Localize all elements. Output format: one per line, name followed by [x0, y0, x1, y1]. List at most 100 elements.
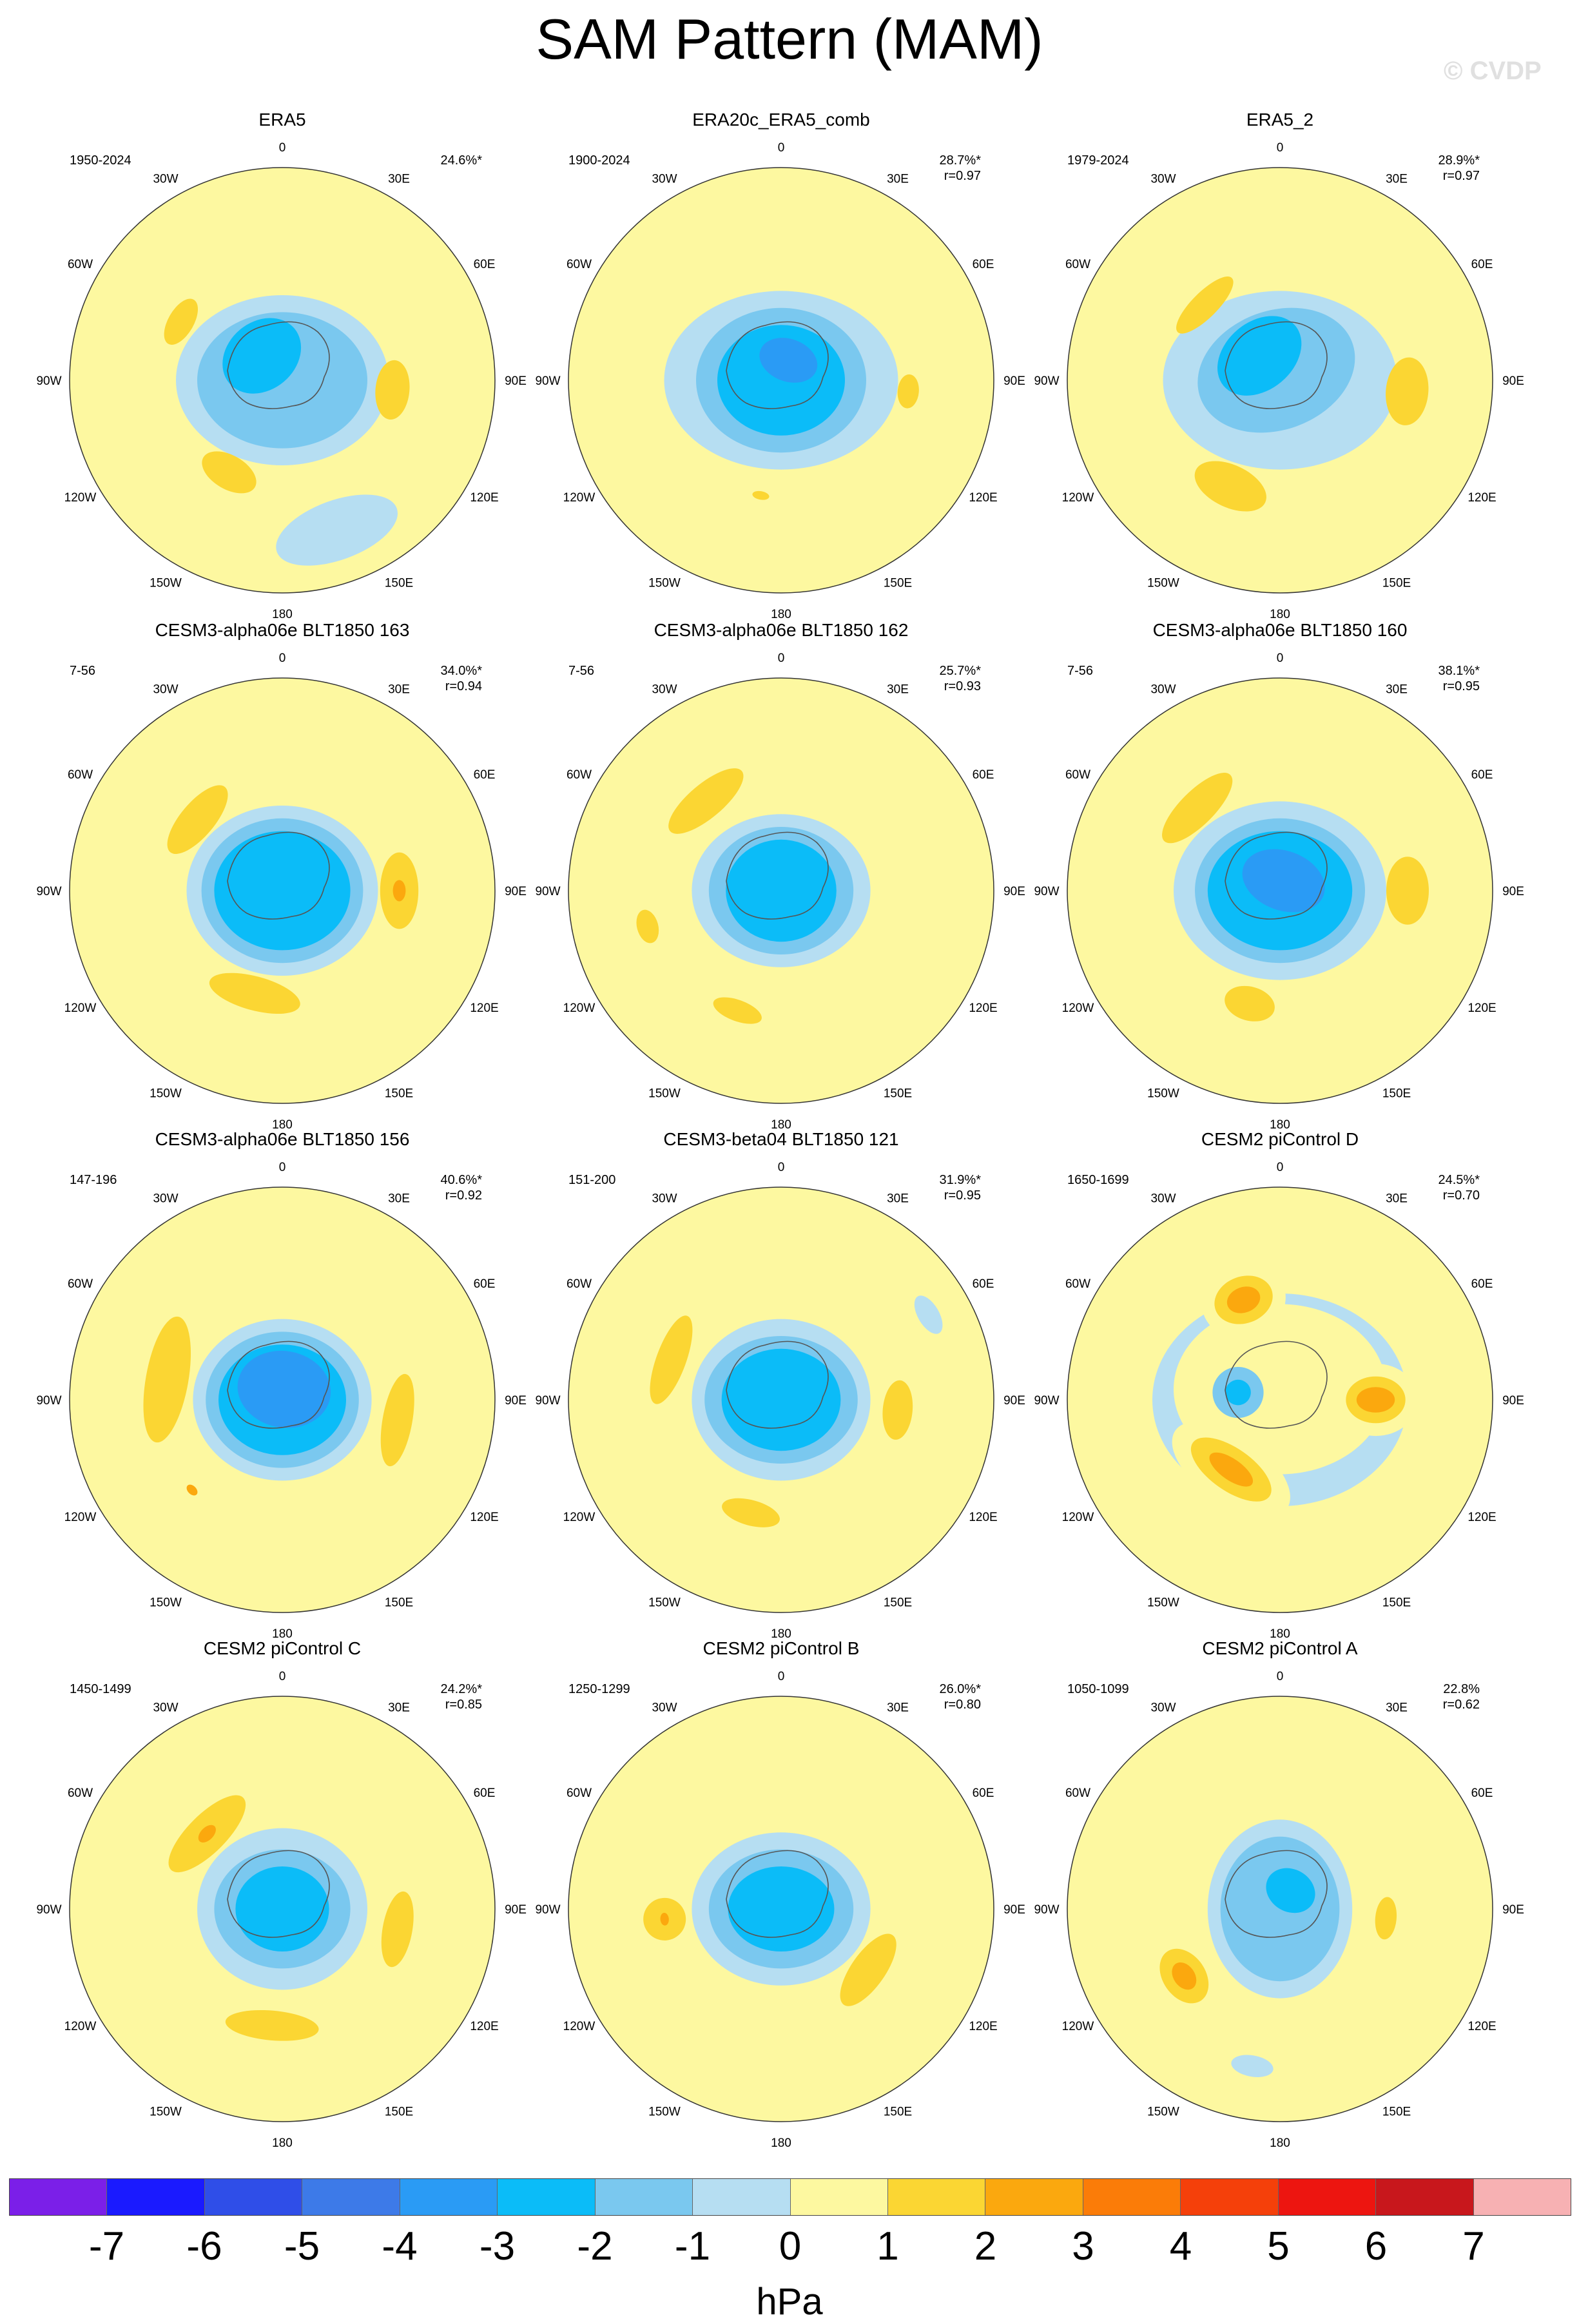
panel-title: CESM2 piControl C	[203, 1638, 362, 1658]
panel-percent-variance: 24.6%*	[440, 153, 483, 168]
colorbar-tick-label: 5	[1267, 2224, 1290, 2269]
map-boundary	[1067, 677, 1493, 1104]
longitude-label: 90E	[1003, 1903, 1025, 1917]
polar-map: 0 30E 60E 90E 120E 150E 180 150W 120W 90W 60W 30W	[36, 1670, 526, 2150]
panel-years: 1050-1099	[1067, 1682, 1129, 1696]
longitude-label: 0	[279, 1670, 286, 1683]
map-boundary	[568, 1696, 994, 2122]
longitude-label: 30W	[153, 1192, 178, 1205]
panel-title: ERA5	[258, 110, 306, 130]
map-boundary	[69, 677, 496, 1104]
longitude-label: 120E	[470, 491, 498, 505]
panel-title: CESM2 piControl D	[1201, 1129, 1359, 1149]
anomaly-contour	[235, 1866, 329, 1951]
panel-percent-variance: 28.7%*	[939, 153, 982, 168]
panel-title: ERA20c_ERA5_comb	[692, 110, 870, 130]
longitude-label: 150E	[884, 1087, 912, 1101]
longitude-label: 90W	[1034, 1394, 1059, 1408]
longitude-label: 180	[1270, 1627, 1290, 1641]
panel-pattern-correlation: r=0.92	[445, 1188, 482, 1203]
longitude-label: 30E	[388, 1192, 410, 1205]
longitude-label: 120E	[470, 1511, 498, 1524]
longitude-label: 120W	[1062, 1511, 1094, 1524]
longitude-label: 120W	[64, 1002, 97, 1015]
anomaly-contour	[276, 494, 398, 566]
colorbar-cell	[498, 2179, 596, 2215]
page-title: SAM Pattern (MAM)	[536, 7, 1043, 71]
longitude-label: 30E	[1386, 1701, 1408, 1714]
longitude-label: 90W	[36, 374, 61, 388]
longitude-label: 30W	[652, 172, 677, 186]
polar-map: 0 30E 60E 90E 120E 150E 180 150W 120W 90W 60W 30W	[36, 141, 526, 621]
longitude-label: 150W	[1147, 1596, 1179, 1610]
anomaly-contour	[840, 1933, 896, 2006]
longitude-label: 0	[279, 652, 286, 665]
longitude-label: 60W	[68, 258, 93, 271]
anomaly-contour	[375, 360, 410, 420]
longitude-label: 60E	[474, 1277, 496, 1291]
map-boundary	[69, 1186, 496, 1613]
polar-map: 0 30E 60E 90E 120E 150E 180 150W 120W 90W 60W 30W	[36, 1161, 526, 1641]
panel-years: 1450-1499	[70, 1682, 131, 1696]
colorbar-cell	[1083, 2179, 1181, 2215]
panel-pattern-correlation: r=0.95	[944, 1188, 981, 1203]
longitude-label: 90W	[1034, 885, 1059, 898]
longitude-label: 120E	[969, 1002, 997, 1015]
antarctica-outline	[726, 1850, 829, 1938]
longitude-label: 0	[279, 1161, 286, 1174]
anomaly-contour	[660, 1912, 669, 1926]
panel-title: CESM3-alpha06e BLT1850 160	[1152, 620, 1408, 640]
longitude-label: 150W	[1147, 577, 1179, 590]
map-boundary	[69, 167, 496, 594]
colorbar-cell	[595, 2179, 693, 2215]
longitude-label: 150E	[884, 1596, 912, 1610]
longitude-label: 30W	[153, 683, 178, 696]
anomaly-contour	[882, 1380, 913, 1440]
polar-map: 0 30E 60E 90E 120E 150E 180 150W 120W 90W 60W 30W	[36, 652, 526, 1132]
longitude-label: 120E	[1468, 2020, 1496, 2033]
panel-years: 1950-2024	[70, 153, 131, 168]
map-panel: CESM3-beta04 BLT1850 121 151-200 31.9%* r=0…	[530, 1129, 1032, 1641]
panel-percent-variance: 26.0%*	[939, 1682, 982, 1696]
anomaly-contour	[1231, 2055, 1274, 2077]
panel-title: CESM2 piControl B	[702, 1638, 860, 1658]
longitude-label: 120W	[64, 1511, 97, 1524]
polar-map: 0 30E 60E 90E 120E 150E 180 150W 120W 90W 60W 30W	[1034, 1161, 1524, 1641]
panel-percent-variance: 31.9%*	[939, 1173, 982, 1187]
longitude-label: 60W	[567, 258, 592, 271]
longitude-label: 30E	[887, 1192, 909, 1205]
watermark: © CVDP	[1444, 57, 1542, 85]
panel-title: ERA5_2	[1246, 110, 1314, 130]
panel-title: CESM3-beta04 BLT1850 121	[663, 1129, 899, 1149]
anomaly-contour	[1209, 1452, 1254, 1487]
longitude-label: 90E	[1003, 1394, 1025, 1408]
longitude-label: 120W	[563, 2020, 596, 2033]
antarctica-outline	[227, 1850, 330, 1938]
longitude-label: 0	[1277, 1670, 1284, 1683]
longitude-label: 30E	[887, 1701, 909, 1714]
longitude-label: 0	[1277, 1161, 1284, 1174]
longitude-label: 30E	[887, 172, 909, 186]
anomaly-contour	[728, 1866, 835, 1951]
anomaly-contour	[186, 1484, 198, 1496]
antarctica-outline	[1225, 831, 1328, 920]
longitude-label: 60W	[567, 1787, 592, 1800]
longitude-label: 60E	[474, 768, 496, 782]
colorbar-cell	[693, 2179, 791, 2215]
panel-percent-variance: 40.6%*	[440, 1173, 483, 1187]
longitude-label: 120E	[1468, 491, 1496, 505]
colorbar-tick-label: -4	[382, 2224, 418, 2269]
anomaly-contour	[759, 338, 818, 383]
colorbar-tick-label: 0	[779, 2224, 802, 2269]
longitude-label: 60E	[973, 258, 994, 271]
colorbar-cell	[400, 2179, 498, 2215]
colorbar-cell	[302, 2179, 400, 2215]
longitude-label: 30W	[652, 683, 677, 696]
antarctica-outline	[227, 321, 330, 409]
longitude-label: 180	[272, 1118, 293, 1132]
longitude-label: 60W	[1065, 768, 1090, 782]
longitude-label: 180	[771, 1627, 791, 1641]
panel-pattern-correlation: r=0.95	[1442, 679, 1480, 693]
anomaly-contour	[202, 451, 257, 494]
polar-map: 0 30E 60E 90E 120E 150E 180 150W 120W 90W 60W 30W	[1034, 652, 1524, 1132]
